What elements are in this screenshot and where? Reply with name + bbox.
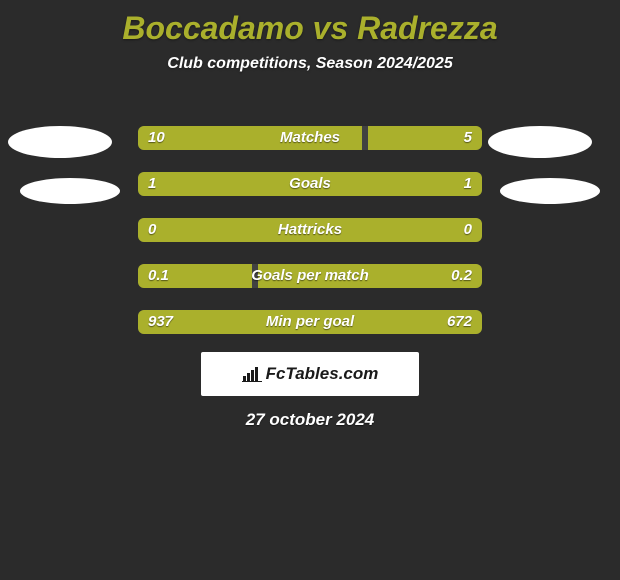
stat-value-right: 5 xyxy=(464,126,472,150)
stats-container: 10Matches51Goals10Hattricks00.1Goals per… xyxy=(138,126,482,356)
avatar-left-primary xyxy=(8,126,112,158)
stat-label: Goals xyxy=(138,172,482,196)
stat-value-right: 1 xyxy=(464,172,472,196)
avatar-left-secondary xyxy=(20,178,120,204)
stat-label: Matches xyxy=(138,126,482,150)
stat-label: Hattricks xyxy=(138,218,482,242)
stat-row: 10Matches5 xyxy=(138,126,482,150)
brand-text: FcTables.com xyxy=(266,364,379,384)
avatar-right-secondary xyxy=(500,178,600,204)
brand-badge: FcTables.com xyxy=(201,352,419,396)
stat-row: 0.1Goals per match0.2 xyxy=(138,264,482,288)
stat-value-right: 672 xyxy=(447,310,472,334)
comparison-infographic: Boccadamo vs Radrezza Club competitions,… xyxy=(0,0,620,580)
stat-value-right: 0.2 xyxy=(451,264,472,288)
stat-label: Goals per match xyxy=(138,264,482,288)
stat-row: 0Hattricks0 xyxy=(138,218,482,242)
avatar-right-primary xyxy=(488,126,592,158)
stat-value-right: 0 xyxy=(464,218,472,242)
date-text: 27 october 2024 xyxy=(0,410,620,430)
stat-label: Min per goal xyxy=(138,310,482,334)
page-subtitle: Club competitions, Season 2024/2025 xyxy=(0,55,620,73)
bar-chart-icon xyxy=(242,366,262,382)
stat-row: 937Min per goal672 xyxy=(138,310,482,334)
page-title: Boccadamo vs Radrezza xyxy=(0,0,620,47)
stat-row: 1Goals1 xyxy=(138,172,482,196)
